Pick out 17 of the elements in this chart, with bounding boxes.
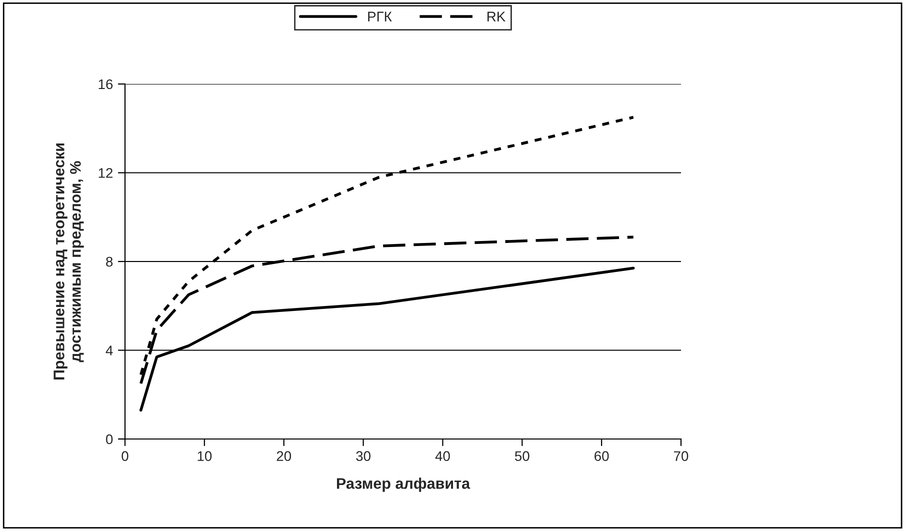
y-tick-label: 8 <box>106 256 113 267</box>
x-tick-label: 30 <box>356 451 370 462</box>
x-tick-label: 0 <box>122 451 128 462</box>
x-axis-title: Размер алфавита <box>336 478 470 492</box>
x-tick-label: 10 <box>198 451 212 462</box>
x-tick-label: 40 <box>435 451 450 462</box>
y-tick-label: 12 <box>98 168 112 178</box>
x-tick-label: 60 <box>594 451 609 462</box>
legend-label: RK <box>487 12 506 22</box>
y-tick-label: 0 <box>106 434 113 444</box>
x-tick-label: 50 <box>514 451 530 462</box>
x-tick-label: 70 <box>674 451 688 462</box>
y-axis-title: Превышение над теоретически достижимым пределом, % <box>54 144 84 380</box>
y-tick-label: 16 <box>98 79 113 90</box>
legend-label: РГК <box>368 12 392 22</box>
x-tick-label: 20 <box>276 451 292 462</box>
y-tick-label: 4 <box>106 346 113 356</box>
